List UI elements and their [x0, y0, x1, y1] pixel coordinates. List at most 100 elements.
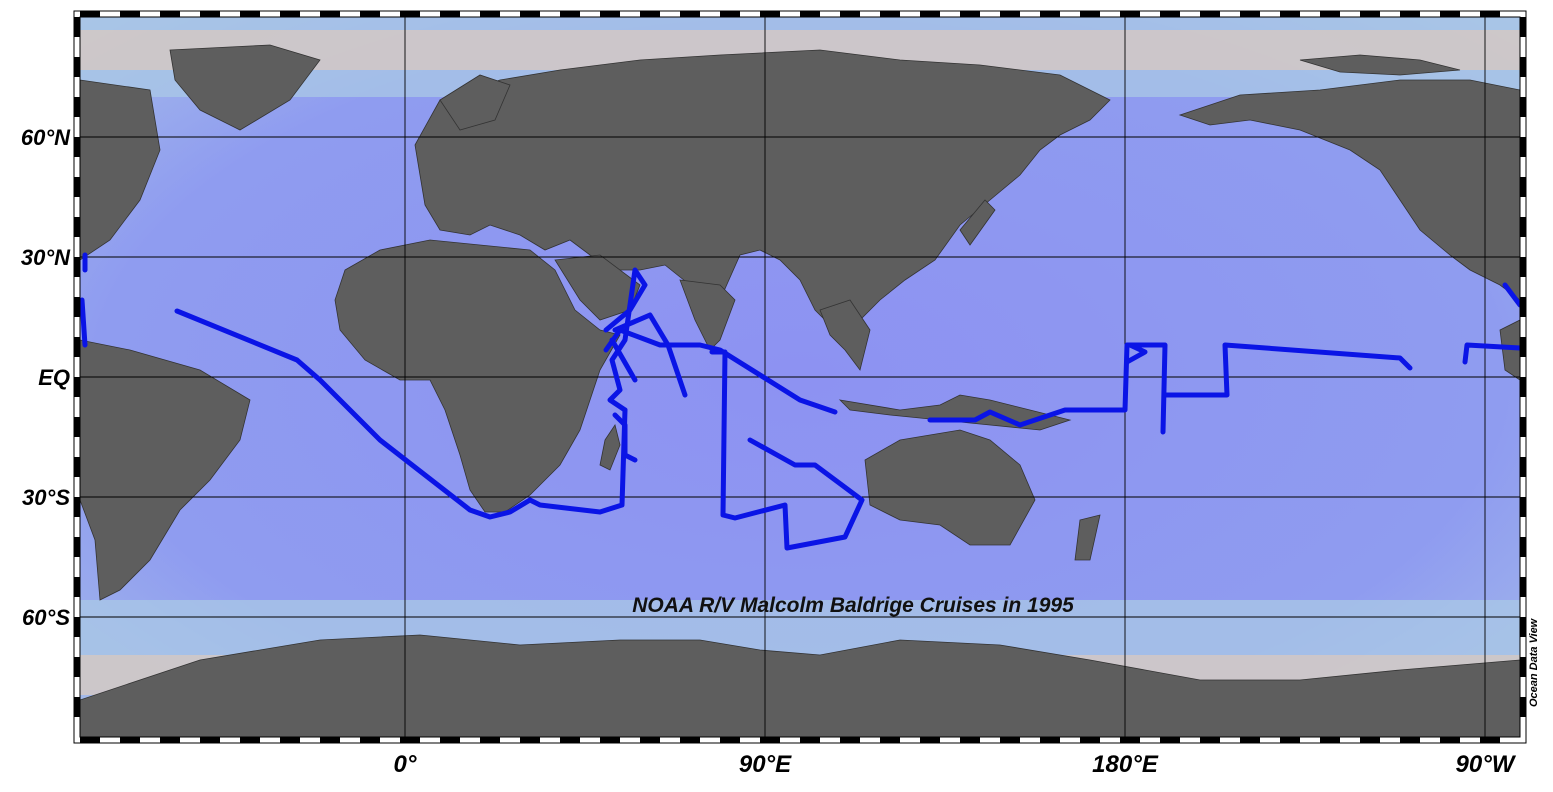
frame-check: [80, 737, 100, 743]
frame-check: [160, 737, 180, 743]
frame-check: [1520, 377, 1526, 397]
frame-check: [280, 737, 300, 743]
frame-check: [520, 11, 540, 17]
frame-check: [360, 737, 380, 743]
frame-check: [800, 737, 820, 743]
frame-check: [1520, 657, 1526, 677]
lat-label-30n: 30°N: [21, 245, 71, 270]
cruise-track: [709, 349, 865, 551]
frame-check: [1360, 11, 1380, 17]
frame-check: [560, 737, 580, 743]
frame-check: [1160, 737, 1180, 743]
longitude-labels: 0° 90°E 180°E 90°W: [394, 751, 1517, 778]
frame-check: [400, 11, 420, 17]
frame-check: [74, 697, 80, 717]
lat-label-eq: EQ: [38, 365, 70, 390]
frame-check: [1320, 11, 1340, 17]
frame-check: [1520, 297, 1526, 317]
frame-check: [1000, 11, 1020, 17]
frame-check: [440, 11, 460, 17]
frame-check: [1520, 617, 1526, 637]
cruise-track: [612, 412, 638, 463]
frame-check: [200, 11, 220, 17]
frame-check: [1200, 11, 1220, 17]
frame-check: [1520, 97, 1526, 117]
frame-check: [1480, 11, 1500, 17]
frame-check: [640, 737, 660, 743]
cruise-track: [609, 337, 638, 383]
frame-check: [640, 11, 660, 17]
arctic-islands: [1299, 54, 1461, 76]
frame-check: [1240, 737, 1260, 743]
frame-check: [1520, 457, 1526, 477]
frame-check: [74, 537, 80, 557]
frame-check: [74, 337, 80, 357]
frame-check: [1400, 11, 1420, 17]
southeast-asia: [819, 299, 871, 371]
frame-check: [160, 11, 180, 17]
frame-check: [1520, 697, 1526, 717]
map-inner-frame: [79, 16, 1521, 738]
frame-check: [74, 297, 80, 317]
cruise-track: [603, 267, 648, 413]
frame-check: [680, 11, 700, 17]
frame-check: [560, 11, 580, 17]
cruise-track: [1502, 282, 1520, 308]
frame-check: [360, 11, 380, 17]
antarctica: [80, 634, 1520, 737]
frame-check: [74, 137, 80, 157]
frame-check: [74, 577, 80, 597]
lon-label-90e: 90°E: [739, 751, 792, 778]
frame-check: [74, 257, 80, 277]
frame-check: [840, 737, 860, 743]
frame-check: [400, 737, 420, 743]
frame-check: [480, 11, 500, 17]
frame-check: [1440, 737, 1460, 743]
frame-check: [320, 737, 340, 743]
frame-check: [1200, 737, 1220, 743]
frame-check: [520, 737, 540, 743]
frame-check: [720, 737, 740, 743]
south-america: [80, 339, 251, 601]
frame-check: [74, 617, 80, 637]
frame-check: [1120, 737, 1140, 743]
frame-check: [74, 97, 80, 117]
frame-check: [880, 737, 900, 743]
frame-check: [680, 737, 700, 743]
frame-check: [720, 11, 740, 17]
frame-check: [800, 11, 820, 17]
lon-label-0: 0°: [394, 751, 417, 778]
map-title: NOAA R/V Malcolm Baldrige Cruises in 199…: [632, 594, 1074, 617]
frame-check: [760, 11, 780, 17]
frame-check: [480, 737, 500, 743]
lon-label-90w: 90°W: [1456, 751, 1517, 778]
frame-check: [1520, 177, 1526, 197]
frame-check: [1400, 737, 1420, 743]
frame-check: [74, 497, 80, 517]
frame-check: [600, 737, 620, 743]
lat-label-60n: 60°N: [21, 125, 71, 150]
lat-label-30s: 30°S: [22, 485, 70, 510]
south-america-right: [1499, 319, 1520, 381]
map-frame-ticks: [74, 11, 1526, 743]
lon-label-180e: 180°E: [1092, 751, 1159, 778]
frame-check: [280, 11, 300, 17]
north-america: [1178, 79, 1520, 301]
frame-check: [1520, 137, 1526, 157]
india: [679, 279, 736, 351]
frame-check: [1520, 217, 1526, 237]
frame-check: [1480, 737, 1500, 743]
cruise-track: [80, 297, 88, 348]
landmasses: [80, 44, 1520, 737]
frame-check: [1320, 737, 1340, 743]
frame-check: [440, 737, 460, 743]
frame-check: [1520, 497, 1526, 517]
latitude-labels: 60°N 30°N EQ 30°S 60°S: [21, 125, 71, 630]
frame-check: [1520, 577, 1526, 597]
cruise-track: [174, 308, 628, 520]
frame-check: [1520, 417, 1526, 437]
frame-check: [74, 217, 80, 237]
cruise-track: [1462, 342, 1520, 365]
